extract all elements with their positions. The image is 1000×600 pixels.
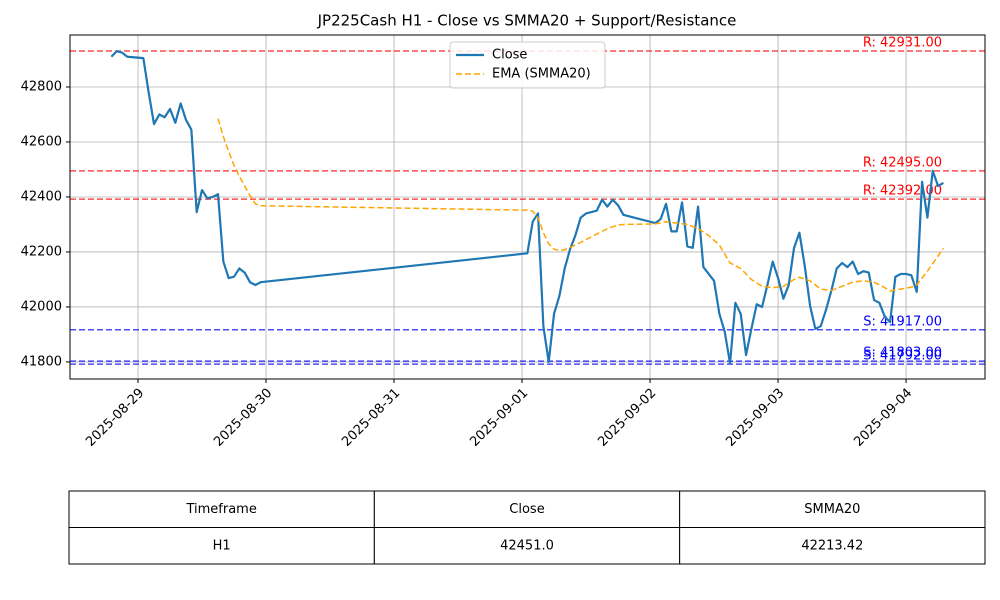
x-tick-label: 2025-09-03 — [723, 386, 787, 450]
y-tick-label: 42600 — [21, 134, 62, 149]
series-line — [110, 50, 944, 365]
series-line — [217, 118, 945, 292]
chart-title: JP225Cash H1 - Close vs SMMA20 + Support… — [317, 12, 737, 30]
y-tick-label: 42000 — [21, 299, 62, 314]
table-header: Close — [509, 502, 544, 517]
x-tick-label: 2025-08-30 — [211, 386, 275, 450]
level-label: S: 41917.00 — [863, 314, 942, 329]
y-tick-label: 41800 — [21, 354, 62, 369]
table-header: Timeframe — [185, 502, 256, 517]
table-header: SMMA20 — [804, 502, 860, 517]
table-cell — [679, 490, 986, 528]
level-label: S: 41792.00 — [863, 349, 942, 364]
table-cell — [679, 527, 986, 565]
legend: Close EMA (SMMA20) — [449, 41, 606, 89]
legend-label: Close — [492, 48, 527, 63]
table-value: H1 — [213, 538, 231, 553]
x-tick-label: 2025-08-31 — [339, 386, 403, 450]
x-tick-label: 2025-08-29 — [83, 386, 147, 450]
table-value: 42451.0 — [500, 538, 554, 553]
level-label: R: 42495.00 — [863, 155, 942, 170]
x-tick-label: 2025-09-01 — [467, 386, 531, 450]
axes: 41800 42000 42200 42400 42600 42800 2025-08-29… — [21, 34, 986, 450]
level-label: S: 41803.00 — [863, 346, 942, 361]
levels: R: 42931.00R: 42495.00R: 42392.00S: 4191… — [70, 35, 985, 365]
y-tick-label: 42800 — [21, 79, 62, 94]
level-label: R: 42931.00 — [863, 35, 942, 50]
x-tick-label: 2025-09-04 — [851, 386, 915, 450]
table-value: 42213.42 — [801, 538, 863, 553]
table: Timeframe Close SMMA20 H1 42451.0 42213.42 — [68, 490, 986, 565]
x-tick-label: 2025-09-02 — [595, 386, 659, 450]
table-cell — [373, 490, 681, 528]
y-tick-label: 42200 — [21, 244, 62, 259]
table-cell — [373, 527, 681, 565]
plot-frame — [69, 34, 986, 380]
legend-box — [449, 41, 606, 89]
table-cell — [68, 527, 375, 565]
legend-label: EMA (SMMA20) — [492, 67, 591, 82]
y-tick-label: 42400 — [21, 189, 62, 204]
lines — [110, 50, 945, 365]
